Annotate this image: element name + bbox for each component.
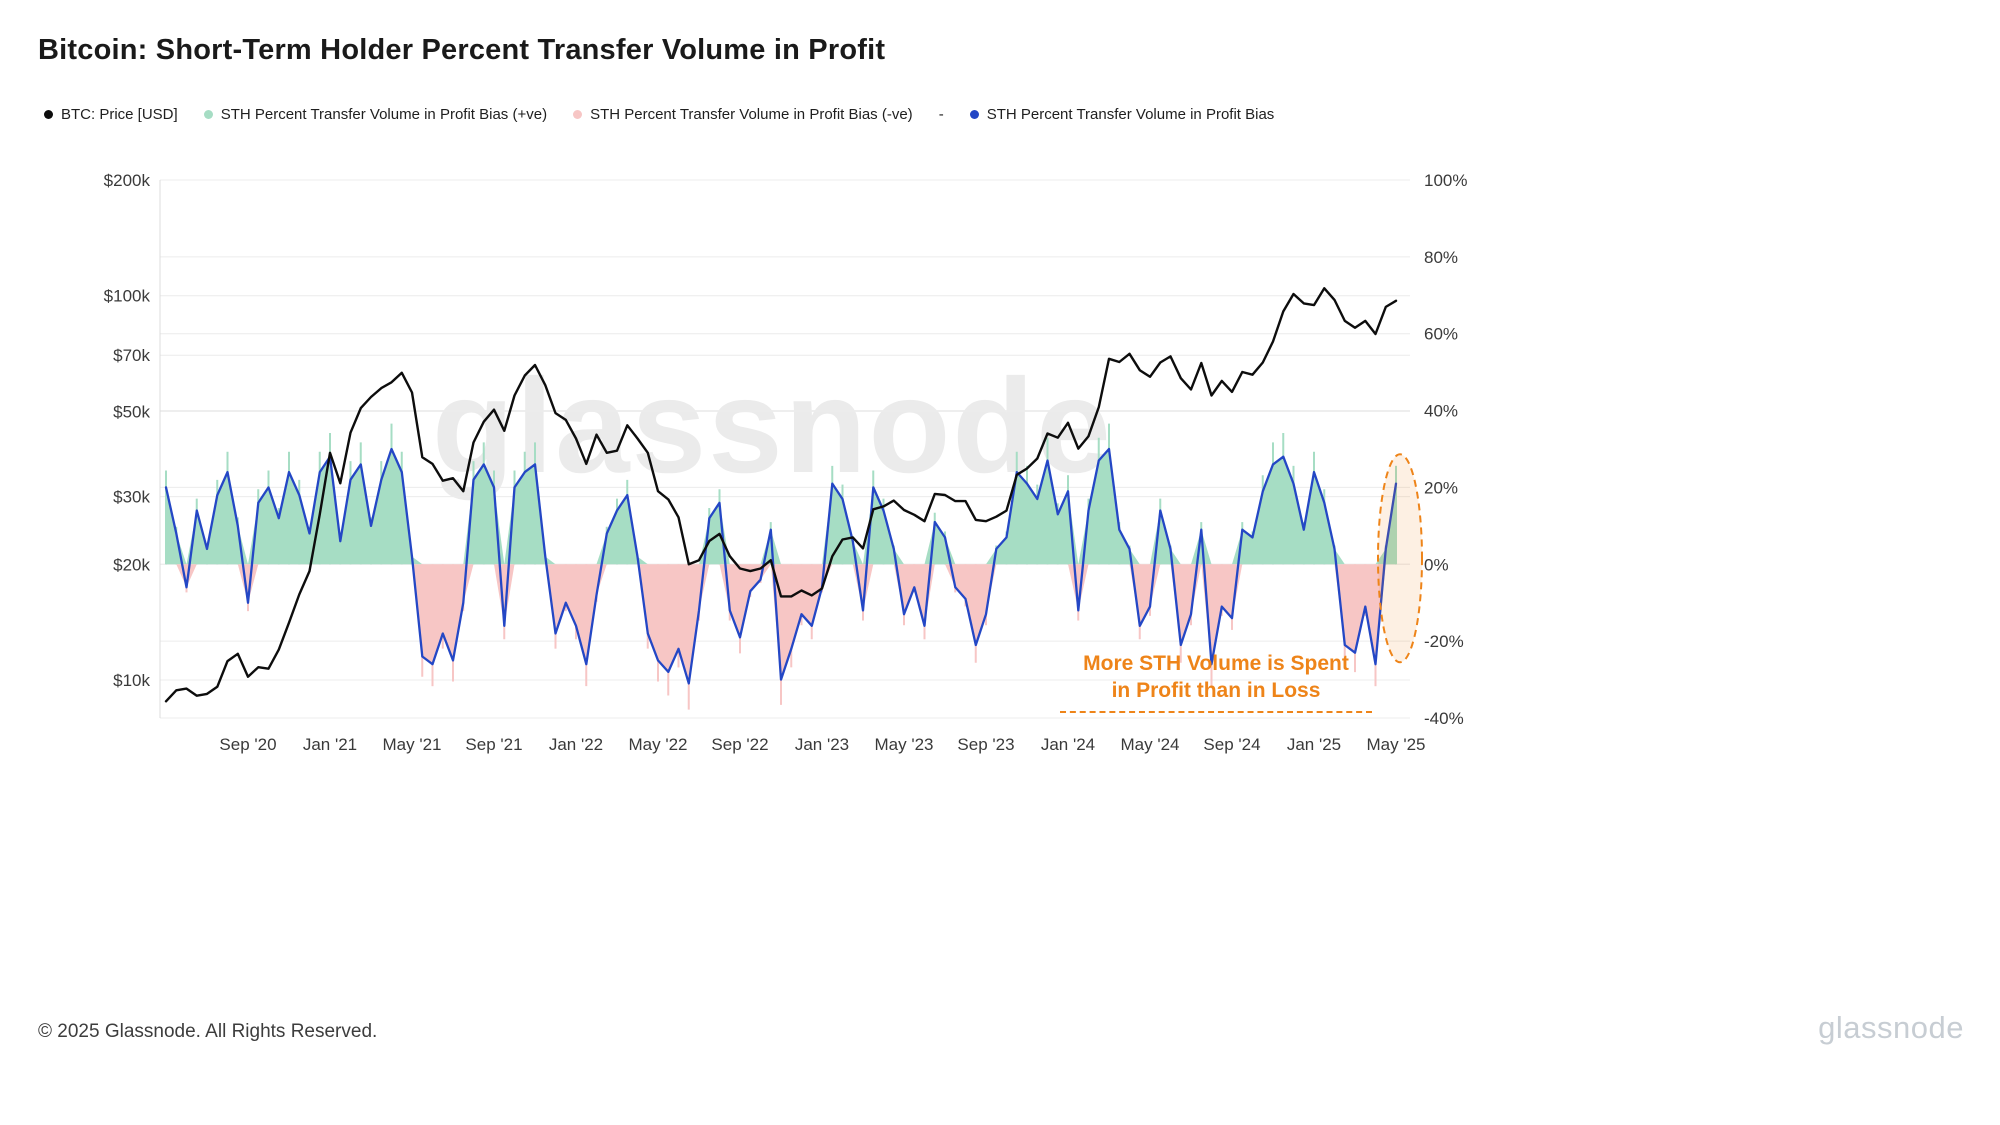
annotation-callout: More STH Volume is Spent in Profit than … (1060, 650, 1372, 713)
x-tick-label: May '25 (1367, 735, 1426, 754)
legend: BTC: Price [USD] STH Percent Transfer Vol… (44, 106, 1274, 123)
y-right-tick-label: 40% (1424, 402, 1458, 421)
y-right-tick-label: 20% (1424, 478, 1458, 497)
legend-item-0[interactable]: BTC: Price [USD] (44, 106, 178, 123)
watermark-logo: glassnode (432, 352, 1113, 501)
y-right-tick-label: -20% (1424, 632, 1464, 651)
legend-item-label: STH Percent Transfer Volume in Profit Bi… (220, 106, 548, 123)
legend-item-4[interactable]: STH Percent Transfer Volume in Profit Bi… (969, 106, 1275, 123)
y-left-tick-label: $70k (113, 346, 150, 365)
legend-item-1[interactable]: STH Percent Transfer Volume in Profit Bi… (203, 106, 548, 123)
legend-item-label: - (938, 106, 944, 123)
y-right-tick-label: 80% (1424, 248, 1458, 267)
y-left-tick-label: $50k (113, 402, 150, 421)
btc-price-line (164, 287, 1398, 703)
x-tick-label: Sep '21 (465, 735, 522, 754)
x-tick-label: Jan '22 (549, 735, 603, 754)
bias-line (164, 447, 1398, 685)
legend-dot-icon (203, 110, 213, 119)
annotation-line1: More STH Volume is Spent (1083, 652, 1349, 675)
y-left-tick-label: $10k (113, 671, 150, 690)
page-title: Bitcoin: Short-Term Holder Percent Trans… (38, 34, 886, 66)
x-tick-label: Sep '22 (711, 735, 768, 754)
legend-dot-icon (969, 110, 979, 119)
footer-brand-logo: glassnode (1818, 1010, 1964, 1045)
y-right-tick-label: 60% (1424, 325, 1458, 344)
legend-item-label: STH Percent Transfer Volume in Profit Bi… (986, 106, 1275, 123)
y-left-tick-label: $100k (104, 287, 151, 306)
legend-item-3[interactable]: - (939, 106, 944, 123)
y-right-tick-label: 0% (1424, 555, 1449, 574)
x-tick-label: Jan '23 (795, 735, 849, 754)
x-tick-label: Jan '24 (1041, 735, 1095, 754)
y-left-tick-label: $20k (113, 555, 150, 574)
x-tick-label: Jan '21 (303, 735, 357, 754)
annotation-line2: in Profit than in Loss (1111, 679, 1321, 702)
footer-copyright: © 2025 Glassnode. All Rights Reserved. (38, 1021, 378, 1042)
legend-item-label: BTC: Price [USD] (61, 106, 178, 123)
x-tick-label: May '21 (383, 735, 442, 754)
legend-item-2[interactable]: STH Percent Transfer Volume in Profit Bi… (573, 106, 913, 123)
x-tick-label: Sep '24 (1203, 735, 1260, 754)
x-tick-label: May '24 (1121, 735, 1180, 754)
y-right-tick-label: -40% (1424, 709, 1464, 728)
x-tick-label: May '23 (875, 735, 934, 754)
legend-dot-icon (44, 110, 53, 119)
y-left-tick-label: $200k (104, 171, 151, 190)
highlight-ellipse (1377, 453, 1423, 664)
x-tick-label: Sep '20 (219, 735, 276, 754)
x-tick-label: Jan '25 (1287, 735, 1341, 754)
x-tick-label: Sep '23 (957, 735, 1014, 754)
legend-dot-icon (573, 110, 583, 119)
y-left-tick-label: $30k (113, 488, 150, 507)
x-tick-label: May '22 (629, 735, 688, 754)
y-right-tick-label: 100% (1424, 171, 1467, 190)
legend-item-label: STH Percent Transfer Volume in Profit Bi… (590, 106, 913, 123)
